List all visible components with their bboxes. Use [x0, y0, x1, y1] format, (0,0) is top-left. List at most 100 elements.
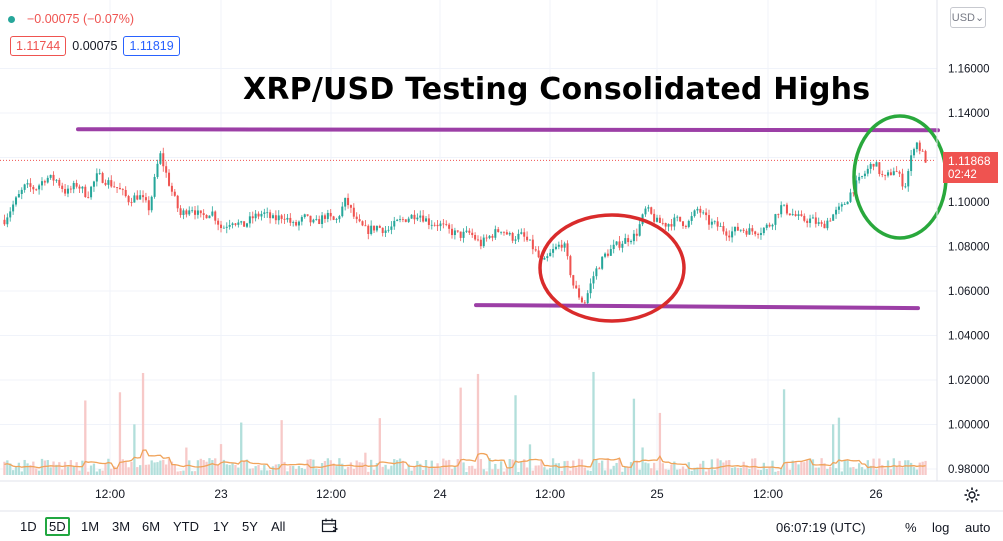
candle-body [427, 218, 430, 225]
volume-bar [598, 462, 601, 475]
volume-bar [829, 466, 832, 475]
candle-body [800, 214, 803, 216]
settings-gear-icon[interactable] [963, 486, 981, 504]
candle-body [604, 253, 607, 257]
volume-bar [768, 467, 771, 475]
volume-bar [323, 460, 327, 475]
candle-body [150, 196, 153, 211]
candle-body [826, 220, 829, 229]
red-circle-annotation [538, 213, 686, 323]
volume-bar [832, 424, 835, 475]
log-scale-button[interactable]: log [932, 520, 950, 535]
candle-body [176, 195, 179, 209]
candle-body [422, 215, 425, 222]
candle-body [762, 227, 765, 234]
volume-bar [886, 460, 890, 475]
candle-body [898, 171, 901, 174]
volume-bar [707, 469, 711, 475]
candle-body [829, 220, 832, 222]
price-tick-label: 1.14000 [948, 108, 990, 120]
candle-body [323, 215, 326, 219]
quote-row: 1.11744 0.00075 1.11819 [10, 36, 180, 56]
candle-body [531, 239, 534, 250]
candle-body [878, 162, 881, 175]
candle-body [274, 215, 277, 221]
volume-bar [485, 471, 488, 475]
volume-bar [338, 458, 341, 475]
utc-clock[interactable]: 06:07:19 (UTC) [776, 520, 866, 535]
ask-button[interactable]: 1.11819 [123, 36, 180, 56]
candle-body [699, 208, 702, 213]
candle-body [534, 249, 537, 251]
candle-body [670, 224, 673, 227]
candle-body [780, 205, 783, 215]
candle-body [283, 218, 286, 220]
candle-body [803, 215, 806, 221]
volume-bar [915, 469, 919, 475]
candle-body [182, 210, 185, 215]
timeframe-all[interactable]: All [271, 519, 286, 534]
volume-bar [173, 464, 176, 475]
timeframe-5d[interactable]: 5D [45, 517, 70, 536]
volume-bar [713, 470, 716, 475]
price-tick-label: 0.98000 [948, 464, 990, 476]
volume-bar [133, 424, 136, 475]
price-tick-label: 1.02000 [948, 375, 990, 387]
volume-bar [167, 458, 171, 475]
candle-body [716, 221, 719, 227]
timeframe-5y[interactable]: 5Y [242, 519, 258, 534]
candle-body [676, 216, 679, 218]
currency-button[interactable]: USD ⌄ [950, 7, 986, 28]
timeframe-6m[interactable]: 6M [142, 519, 161, 534]
timeframe-ytd[interactable]: YTD [173, 519, 199, 534]
candle-body [713, 221, 716, 223]
candle-body [485, 237, 488, 239]
volume-bar [439, 467, 442, 475]
volume-bar [523, 459, 526, 475]
volume-bar [329, 460, 332, 475]
candle-body [332, 216, 335, 220]
candle-body [191, 210, 194, 212]
volume-bar [176, 471, 179, 475]
candle-body [884, 174, 887, 176]
volume-bar [849, 467, 852, 475]
candle-body [118, 187, 121, 190]
volume-bar [667, 469, 670, 475]
volume-bar [136, 467, 139, 475]
auto-scale-button[interactable]: auto [965, 520, 991, 535]
candle-body [681, 221, 685, 226]
candle-body [12, 204, 15, 212]
timeframe-3m[interactable]: 3M [112, 519, 131, 534]
bid-button[interactable]: 1.11744 [10, 36, 67, 56]
candle-body [370, 225, 373, 235]
timeframe-1d[interactable]: 1D [20, 519, 37, 534]
volume-bar [860, 467, 864, 475]
candle-body [436, 224, 439, 227]
candle-body [194, 210, 197, 215]
candle-body [219, 224, 223, 229]
percent-scale-button[interactable]: % [905, 520, 917, 535]
candle-body [231, 223, 234, 226]
date-range-calendar-icon[interactable] [321, 518, 339, 534]
candle-body [318, 219, 321, 225]
volume-bar [401, 460, 405, 475]
timeframe-1m[interactable]: 1M [81, 519, 100, 534]
volume-bar [543, 467, 546, 475]
candle-body [840, 204, 843, 207]
timeframe-1y[interactable]: 1Y [213, 519, 229, 534]
volume-bar [115, 468, 119, 475]
candle-body [300, 217, 303, 222]
volume-bar [765, 468, 768, 475]
volume-bar [592, 371, 595, 475]
price-tick-label: 1.06000 [948, 286, 990, 298]
candle-body [55, 179, 58, 181]
candle-body [768, 224, 771, 227]
volume-bar [32, 461, 35, 475]
volume-bar [398, 458, 402, 475]
candle-body [823, 223, 826, 229]
volume-bar [889, 469, 893, 475]
candle-body [595, 268, 598, 277]
price-tick-label: 1.16000 [948, 64, 990, 76]
candle-body [165, 166, 168, 173]
